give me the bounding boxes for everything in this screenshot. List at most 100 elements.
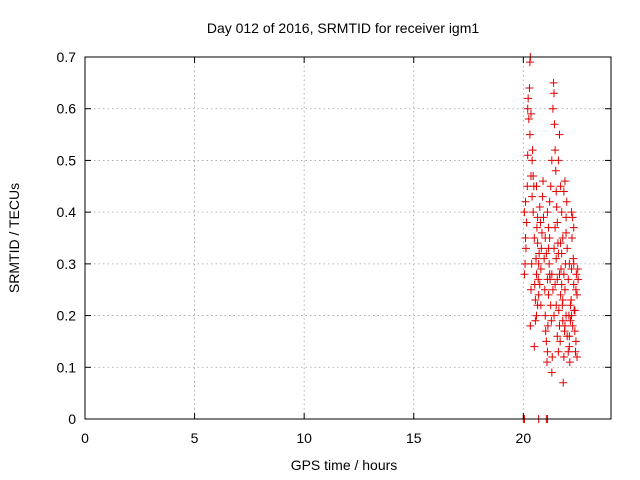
data-point [527,259,536,268]
data-point [555,130,564,139]
data-point [569,223,578,232]
data-point [534,290,543,299]
data-point [547,368,556,377]
data-point [537,244,546,253]
data-point [536,265,545,274]
x-tick-label: 5 [191,430,199,446]
data-point [533,239,542,248]
data-point [573,265,582,274]
data-point [569,259,578,268]
data-point [559,187,568,196]
data-point [533,213,542,222]
data-point [523,151,532,160]
data-point [552,187,561,196]
y-tick-label: 0.6 [57,101,77,117]
y-tick-label: 0.7 [57,49,77,65]
data-point [525,84,534,93]
data-point [543,275,552,284]
data-point [532,311,541,320]
data-point [549,78,558,87]
data-point [569,280,578,289]
data-points [519,53,583,423]
y-tick-label: 0.5 [57,152,77,168]
data-point [563,244,572,253]
data-point [571,285,580,294]
data-point [556,290,565,299]
data-point [547,270,556,279]
data-point [542,249,551,258]
data-point [528,146,537,155]
data-point [534,275,543,284]
data-point [548,352,557,361]
data-point [527,109,536,118]
data-point [537,228,546,237]
data-point [564,275,573,284]
axis-ticks: 0 0.1 0.2 0.3 0.4 0.5 0.6 0.7 0 5 10 15 20 [57,49,611,446]
data-point [552,202,561,211]
data-point [541,327,550,336]
chart-title: Day 012 of 2016, SRMTID for receiver igm… [207,20,480,36]
y-tick-label: 0.2 [57,308,77,324]
data-point [541,311,550,320]
data-point [550,244,559,253]
data-point [535,280,544,289]
data-point [565,332,574,341]
data-point [527,171,536,180]
data-point [539,177,548,186]
y-axis-label: SRMTID / TECUs [6,183,22,293]
data-point [553,218,562,227]
data-point [553,275,562,284]
data-point [532,223,541,232]
x-tick-label: 15 [406,430,422,446]
data-point [528,192,537,201]
data-point [559,352,568,361]
data-point [540,254,549,263]
data-point [546,182,555,191]
data-point [556,182,565,191]
data-point [558,296,567,305]
data-point [559,270,568,279]
data-point [562,228,571,237]
data-point [554,306,563,315]
data-point [538,192,547,201]
y-tick-label: 0 [68,411,76,427]
data-point [535,202,544,211]
data-point [566,301,575,310]
data-point [551,146,560,155]
data-point [550,120,559,129]
data-point [565,342,574,351]
data-point [532,254,541,263]
data-point [559,378,568,387]
data-point [554,156,563,165]
data-point [565,358,574,367]
data-point [557,265,566,274]
data-point [521,244,530,253]
data-point [536,218,545,227]
data-point [573,352,582,361]
data-point [570,327,579,336]
data-point [521,197,530,206]
data-point [552,254,561,263]
data-point [547,316,556,325]
data-point [567,311,576,320]
data-point [567,234,576,242]
data-point [568,321,577,330]
data-point [544,290,553,299]
data-point [562,197,571,206]
data-point [554,347,563,356]
data-point [525,130,534,139]
data-point [543,208,552,217]
data-point [564,347,573,356]
data-point [560,177,569,186]
x-tick-label: 0 [81,430,89,446]
data-point [570,306,579,315]
data-point [543,358,552,367]
data-point [571,337,580,346]
data-point [535,249,544,258]
data-point [522,218,531,227]
data-point [521,234,530,242]
data-point [551,166,560,175]
data-point [556,239,565,248]
y-tick-label: 0.3 [57,256,77,272]
